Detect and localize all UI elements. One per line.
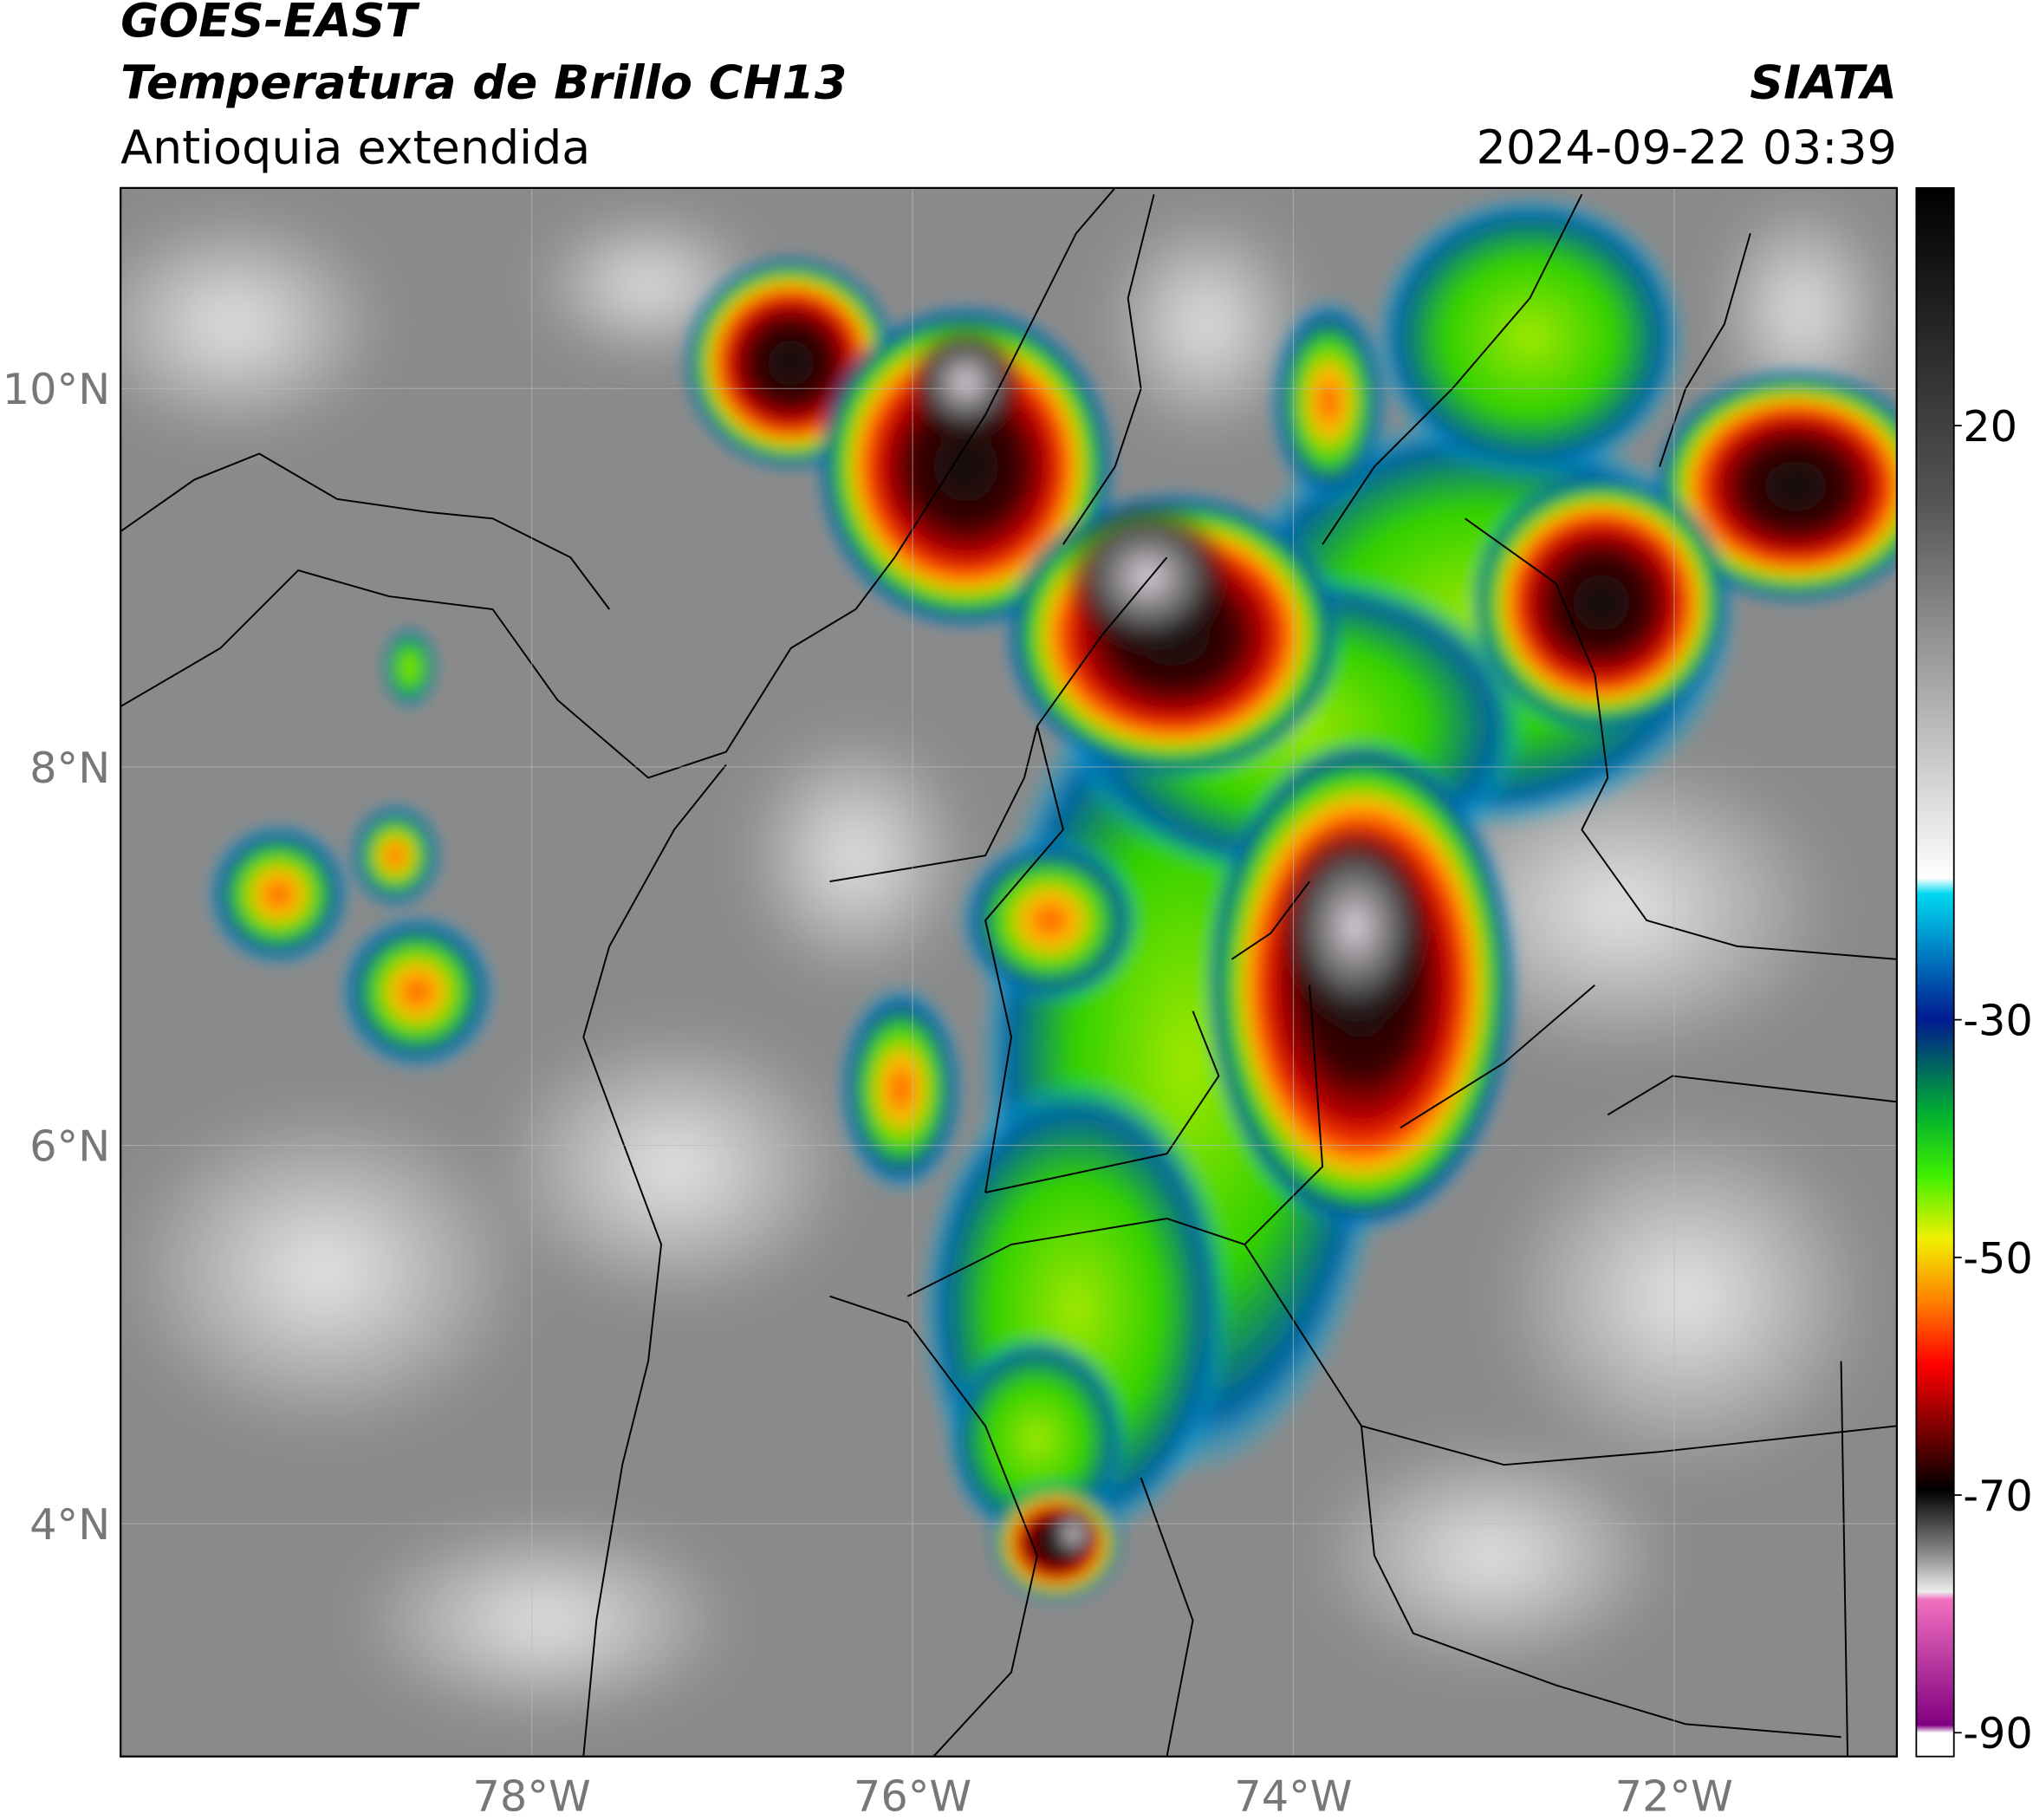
x-tick-label: 76°W [854,1771,971,1820]
y-tick-label: 4°N [29,1499,110,1550]
colorbar-tick-label: -70 [1963,1471,2033,1521]
subtitle: Temperatura de Brillo CH13 [120,55,847,110]
y-tick-label: 10°N [3,364,110,414]
map-frame [120,186,1899,1758]
region: Antioquia extendida [120,120,590,174]
satellite-image [120,187,1897,1757]
colorbar-tick-label: -30 [1963,996,2033,1046]
datetime: 2024-09-22 03:39 [1477,120,1897,174]
axes: 78°W 76°W 74°W 72°W 4°N 6°N 8°N 10°N 20 -30 -50 -70… [3,187,2033,1820]
colorbar [1915,186,1955,1758]
y-tick-label: 8°N [29,743,110,793]
colorbar-tick-label: 20 [1963,401,2017,452]
colorbar-tick-label: -90 [1963,1708,2033,1758]
title: GOES-EAST [120,0,420,48]
y-tick-label: 6°N [29,1121,110,1172]
x-tick-label: 78°W [473,1771,591,1820]
colorbar-tick-label: -50 [1963,1233,2033,1284]
x-tick-label: 74°W [1234,1771,1352,1820]
source: SIATA [1750,55,1897,110]
x-tick-label: 72°W [1615,1771,1733,1820]
